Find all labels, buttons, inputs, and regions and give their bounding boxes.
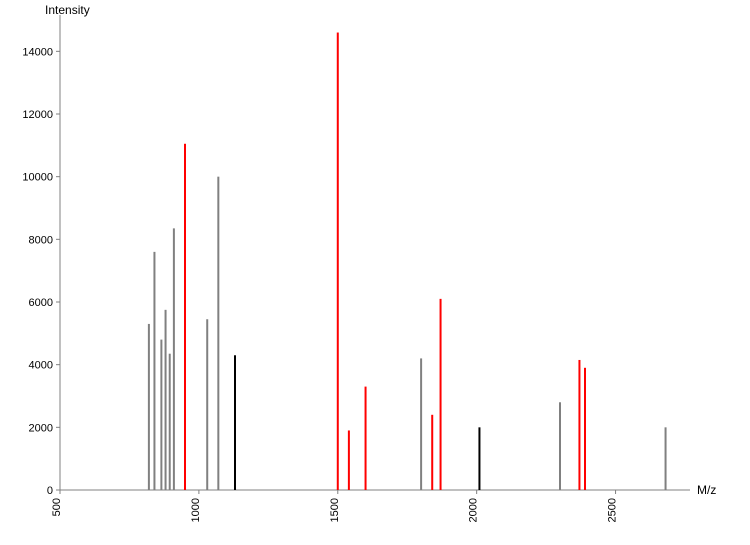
y-tick-label: 6000	[29, 297, 53, 309]
spectrum-peak	[584, 368, 586, 490]
spectrum-peak	[431, 415, 433, 490]
spectrum-peak	[440, 299, 442, 490]
spectrum-peak	[478, 427, 480, 490]
spectrum-peak	[160, 340, 162, 490]
spectrum-peak	[173, 228, 175, 490]
y-tick-label: 8000	[29, 234, 53, 246]
spectrum-peak	[206, 319, 208, 490]
x-tick-label: 500	[51, 498, 63, 516]
spectrum-peak	[578, 360, 580, 490]
y-axis-title: Intensity	[45, 3, 90, 17]
y-tick-label: 4000	[29, 360, 53, 372]
spectrum-peak	[153, 252, 155, 490]
spectrum-peak	[217, 177, 219, 490]
spectrum-peak	[420, 358, 422, 490]
x-tick-label: 2000	[468, 498, 480, 522]
mass-spectrum-chart: 0 2000 4000 6000 8000 10000 12000 14000 500 1000 1…	[0, 0, 750, 540]
x-tick-label: 1000	[190, 498, 202, 522]
chart-background	[0, 0, 750, 540]
spectrum-peak	[559, 402, 561, 490]
chart-svg: 0 2000 4000 6000 8000 10000 12000 14000 500 1000 1…	[0, 0, 750, 540]
spectrum-peak	[365, 387, 367, 490]
spectrum-peak	[348, 430, 350, 490]
y-tick-label: 2000	[29, 422, 53, 434]
spectrum-peak	[337, 33, 339, 490]
spectrum-peak	[165, 310, 167, 490]
spectrum-peak	[184, 144, 186, 490]
x-axis-title: M/z	[697, 483, 716, 497]
spectrum-peak	[234, 355, 236, 490]
x-tick-label: 1500	[329, 498, 341, 522]
x-tick-label: 2500	[607, 498, 619, 522]
spectrum-peak	[148, 324, 150, 490]
y-tick-label: 0	[47, 485, 53, 497]
spectrum-peak	[169, 354, 171, 490]
spectrum-peak	[665, 427, 667, 490]
y-tick-label: 14000	[22, 46, 53, 58]
y-tick-label: 10000	[22, 172, 53, 184]
y-tick-label: 12000	[22, 109, 53, 121]
